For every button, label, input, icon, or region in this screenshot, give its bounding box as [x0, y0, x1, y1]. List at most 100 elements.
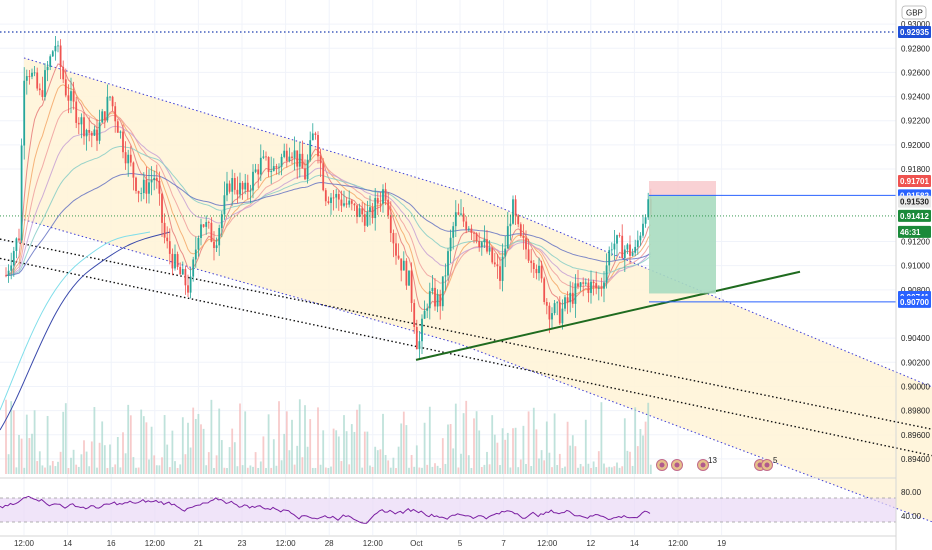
volume-bar	[127, 404, 130, 474]
candle-body	[447, 251, 449, 276]
volume-bar	[408, 467, 410, 474]
candle-body	[20, 145, 23, 241]
rsi-pane	[0, 477, 896, 537]
candle-body	[77, 122, 80, 125]
volume-bar	[88, 466, 91, 474]
moving-average-line	[5, 84, 652, 297]
event-markers[interactable]: 13 5	[656, 456, 779, 471]
candle-body	[166, 237, 169, 242]
volume-bar	[470, 467, 473, 474]
candle-body	[564, 297, 566, 309]
event-flag-icon[interactable]	[656, 459, 668, 471]
volume-bar	[595, 467, 598, 474]
short-position-tool[interactable]	[0, 181, 896, 303]
candle-body	[626, 244, 629, 250]
candle-body	[7, 270, 10, 276]
event-flag-icon[interactable]	[671, 459, 683, 471]
parallel-dotted-line	[0, 257, 932, 457]
time-axis-label: 19	[717, 539, 726, 548]
price-axis-tick-label: 0.92600	[901, 68, 930, 77]
candle-body	[444, 275, 447, 277]
candle-body	[421, 318, 423, 342]
volume-bar	[350, 424, 353, 474]
candle-body	[327, 201, 330, 203]
volume-bar	[189, 447, 192, 474]
volume-bar	[62, 411, 65, 474]
volume-bar	[207, 452, 210, 474]
candle-body	[426, 308, 429, 311]
volume-bar	[543, 460, 546, 474]
candle-body	[556, 302, 559, 304]
volume-bar	[493, 434, 496, 474]
candle-body	[132, 162, 135, 178]
volume-bar	[465, 400, 468, 474]
volume-bar	[639, 429, 642, 474]
currency-badge[interactable]: GBP	[901, 5, 927, 20]
volume-bar	[184, 454, 187, 474]
candle-body	[361, 208, 364, 215]
event-inner	[764, 462, 770, 468]
candle-body	[140, 193, 143, 194]
volume-bar	[174, 461, 176, 474]
candle-body	[462, 213, 465, 222]
candle-body	[530, 260, 533, 264]
volume-bar	[590, 467, 592, 474]
candle-body	[75, 101, 78, 123]
event-flag-icon[interactable]	[761, 459, 773, 471]
volume-bar	[496, 442, 499, 474]
candle-body	[184, 268, 187, 286]
volume-bar	[194, 418, 197, 474]
volume-bar	[566, 421, 569, 474]
candle-body	[428, 291, 431, 309]
trend-drawings[interactable]	[415, 270, 801, 361]
time-axis[interactable]: 12:00 14 16 12:00 21 23 12:00 28 12:00 Oct 5 7 12:00…	[14, 539, 727, 548]
volume-bar	[15, 467, 18, 474]
event-flag-icon[interactable]	[697, 459, 709, 471]
time-axis-label: 28	[325, 539, 334, 548]
time-axis-label: 14	[630, 539, 639, 548]
volume-bar	[41, 465, 44, 474]
volume-bar	[480, 467, 483, 474]
volume-bar	[64, 403, 67, 474]
volume-bar	[366, 431, 369, 474]
candle-body	[335, 193, 338, 198]
candle-body	[192, 259, 195, 277]
candle-body	[179, 266, 182, 275]
volume-bar	[610, 467, 613, 474]
candle-body	[205, 222, 208, 227]
volume-bar	[392, 457, 395, 474]
volume-bar	[574, 446, 577, 474]
candle-body	[62, 66, 65, 80]
price-axis[interactable]: 0.93000 0.92800 0.92600 0.92400 0.92200 0.920…	[895, 0, 930, 550]
ascending-trend-line[interactable]	[415, 270, 801, 361]
candle-body	[150, 180, 153, 183]
volume-bar	[421, 467, 423, 474]
volume-bar	[244, 411, 247, 474]
candle-body	[80, 117, 83, 125]
candle-body	[109, 96, 111, 98]
candle-body	[621, 235, 624, 259]
candle-body	[608, 250, 611, 266]
volume-bar	[291, 419, 293, 474]
candle-body	[491, 247, 494, 263]
volume-bar	[296, 445, 299, 474]
candle-body	[343, 203, 345, 206]
volume-bar	[12, 410, 15, 474]
candle-body	[545, 302, 548, 306]
candle-body	[395, 243, 397, 256]
volume-bar	[387, 460, 390, 474]
price-axis-tick-label: 0.89400	[901, 455, 930, 464]
volume-bar	[272, 439, 275, 474]
candle-body	[582, 282, 585, 284]
volume-bar	[317, 407, 319, 474]
volume-bar	[369, 465, 371, 474]
volume-bar	[444, 463, 447, 474]
channel-fill	[24, 57, 932, 522]
candle-body	[538, 265, 540, 274]
candle-body	[249, 190, 252, 192]
volume-bar	[67, 467, 70, 474]
volume-bar	[176, 467, 179, 474]
candle-body	[202, 224, 205, 227]
price-tag	[898, 195, 931, 208]
